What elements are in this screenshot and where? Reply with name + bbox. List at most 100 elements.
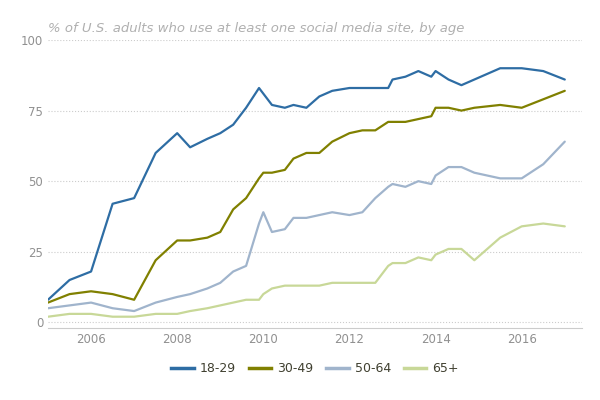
50-64: [256, 221, 263, 226]
50-64: [217, 280, 224, 285]
50-64: [432, 173, 439, 178]
18-29: [260, 91, 267, 96]
50-64: [402, 184, 409, 189]
50-64: [88, 300, 95, 305]
30-49: [44, 300, 52, 305]
Line: 30-49: 30-49: [48, 91, 565, 302]
50-64: [497, 176, 504, 181]
18-29: [385, 86, 392, 90]
Text: % of U.S. adults who use at least one social media site, by age: % of U.S. adults who use at least one so…: [48, 22, 464, 35]
18-29: [109, 201, 116, 206]
65+: [109, 314, 116, 319]
50-64: [281, 227, 289, 232]
50-64: [428, 182, 435, 186]
Line: 50-64: 50-64: [48, 142, 565, 311]
65+: [44, 314, 52, 319]
Line: 65+: 65+: [48, 224, 565, 317]
18-29: [359, 86, 366, 90]
30-49: [428, 114, 435, 119]
65+: [346, 280, 353, 285]
30-49: [88, 289, 95, 294]
50-64: [445, 165, 452, 170]
50-64: [173, 294, 181, 299]
18-29: [329, 88, 336, 93]
18-29: [217, 131, 224, 136]
50-64: [242, 264, 250, 268]
18-29: [173, 131, 181, 136]
18-29: [561, 77, 568, 82]
30-49: [204, 235, 211, 240]
18-29: [346, 86, 353, 90]
50-64: [152, 300, 159, 305]
65+: [561, 224, 568, 229]
30-49: [445, 105, 452, 110]
65+: [539, 221, 547, 226]
30-49: [432, 105, 439, 110]
30-49: [66, 292, 73, 296]
30-49: [303, 150, 310, 155]
65+: [471, 258, 478, 263]
18-29: [389, 77, 396, 82]
30-49: [458, 108, 465, 113]
18-29: [303, 105, 310, 110]
65+: [152, 312, 159, 316]
50-64: [66, 303, 73, 308]
50-64: [187, 292, 194, 296]
30-49: [389, 120, 396, 124]
18-29: [371, 86, 379, 90]
65+: [268, 286, 275, 291]
30-49: [385, 120, 392, 124]
50-64: [471, 170, 478, 175]
65+: [316, 283, 323, 288]
18-29: [445, 77, 452, 82]
18-29: [88, 269, 95, 274]
30-49: [471, 105, 478, 110]
30-49: [518, 105, 526, 110]
65+: [359, 280, 366, 285]
50-64: [230, 269, 237, 274]
30-49: [371, 128, 379, 133]
65+: [260, 292, 267, 296]
30-49: [346, 131, 353, 136]
18-29: [131, 196, 138, 200]
18-29: [66, 278, 73, 282]
65+: [242, 297, 250, 302]
18-29: [281, 105, 289, 110]
65+: [173, 312, 181, 316]
65+: [256, 297, 263, 302]
18-29: [152, 150, 159, 155]
50-64: [359, 210, 366, 215]
65+: [445, 246, 452, 251]
65+: [389, 261, 396, 266]
50-64: [260, 210, 267, 215]
50-64: [316, 213, 323, 218]
65+: [88, 312, 95, 316]
30-49: [256, 176, 263, 181]
30-49: [230, 207, 237, 212]
30-49: [290, 156, 297, 161]
18-29: [518, 66, 526, 71]
65+: [66, 312, 73, 316]
50-64: [109, 306, 116, 311]
50-64: [290, 216, 297, 220]
50-64: [561, 139, 568, 144]
18-29: [415, 69, 422, 74]
65+: [303, 283, 310, 288]
18-29: [539, 69, 547, 74]
65+: [385, 264, 392, 268]
65+: [428, 258, 435, 263]
30-49: [173, 238, 181, 243]
Line: 18-29: 18-29: [48, 68, 565, 300]
65+: [415, 255, 422, 260]
30-49: [402, 120, 409, 124]
Legend: 18-29, 30-49, 50-64, 65+: 18-29, 30-49, 50-64, 65+: [166, 357, 464, 380]
50-64: [329, 210, 336, 215]
50-64: [389, 182, 396, 186]
18-29: [290, 102, 297, 107]
65+: [204, 306, 211, 311]
50-64: [303, 216, 310, 220]
18-29: [458, 83, 465, 88]
50-64: [518, 176, 526, 181]
65+: [230, 300, 237, 305]
50-64: [458, 165, 465, 170]
